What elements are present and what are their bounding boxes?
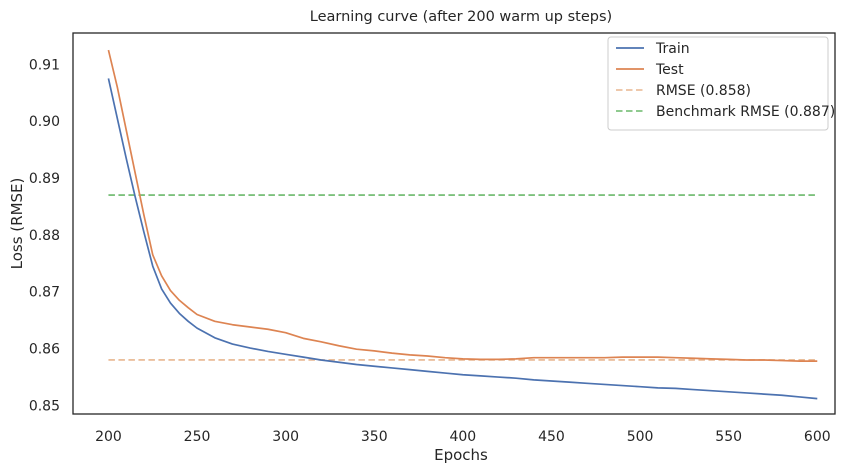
y-axis: 0.85 0.86 0.87 0.88 0.89 0.90 0.91 <box>29 57 60 414</box>
y-tick-label: 0.87 <box>29 285 60 301</box>
legend-label-test: Test <box>655 62 684 78</box>
x-tick-label: 200 <box>95 429 122 445</box>
y-tick-label: 0.89 <box>29 171 60 187</box>
series-line-train <box>107 78 818 400</box>
legend-label-rmse-0-858: RMSE (0.858) <box>656 83 751 99</box>
series-layer <box>107 49 818 400</box>
y-axis-label: Loss (RMSE) <box>8 178 26 270</box>
y-tick-label: 0.90 <box>29 114 60 130</box>
y-tick-label: 0.88 <box>29 228 60 244</box>
y-tick-label: 0.85 <box>29 398 60 414</box>
legend-box <box>607 36 829 131</box>
x-tick-label: 300 <box>272 429 299 445</box>
x-tick-label: 450 <box>538 429 565 445</box>
x-tick-label: 550 <box>715 429 742 445</box>
x-tick-label: 350 <box>361 429 388 445</box>
legend-label-train: Train <box>655 41 690 57</box>
series-line-test <box>107 49 818 362</box>
chart-title: Learning curve (after 200 warm up steps) <box>310 9 612 25</box>
x-tick-label: 400 <box>449 429 476 445</box>
x-tick-label: 250 <box>184 429 211 445</box>
legend: Train Test RMSE (0.858) Benchmark RMSE (0.8… <box>607 36 835 131</box>
x-axis: 200 250 300 350 400 450 500 550 600 <box>95 429 831 445</box>
x-tick-label: 600 <box>804 429 831 445</box>
y-tick-label: 0.91 <box>29 57 60 73</box>
x-tick-label: 500 <box>627 429 654 445</box>
legend-label-benchmark-rmse-0-887: Benchmark RMSE (0.887) <box>656 104 835 120</box>
x-axis-label: Epochs <box>434 446 488 464</box>
y-tick-label: 0.86 <box>29 342 60 358</box>
